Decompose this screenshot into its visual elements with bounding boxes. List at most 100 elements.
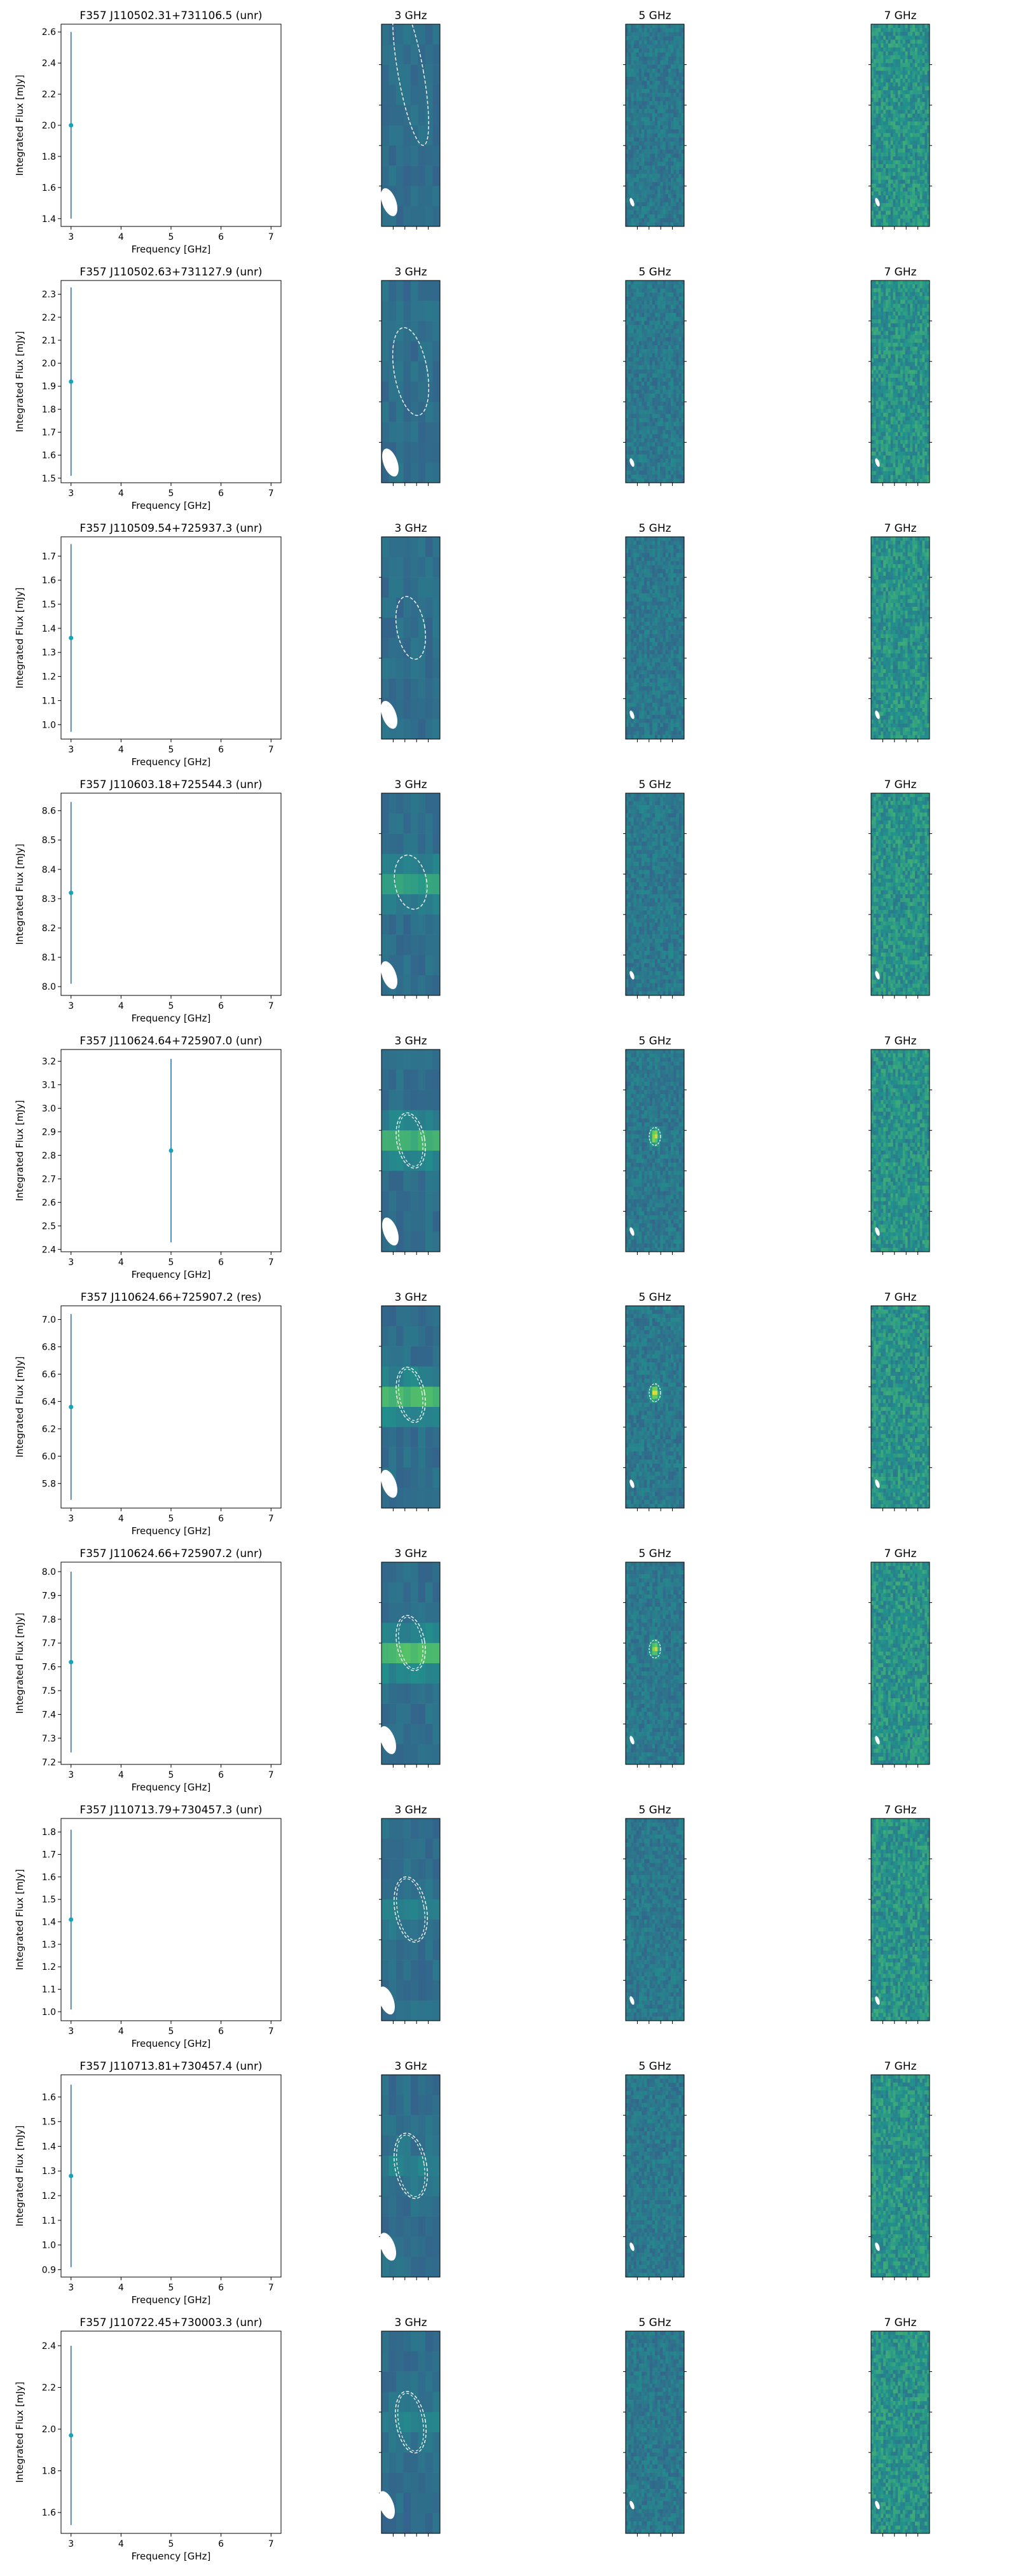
pixel (878, 172, 881, 176)
pixel (895, 447, 898, 452)
pixel (655, 153, 658, 158)
pixel (676, 218, 679, 223)
pixel (660, 446, 663, 451)
pixel (907, 121, 910, 126)
pixel (665, 385, 669, 391)
pixel (898, 459, 901, 464)
pixel (917, 382, 920, 386)
pixel (642, 186, 645, 191)
pixel (411, 442, 418, 463)
pixel (652, 85, 656, 90)
pixel (673, 117, 676, 121)
pixel (927, 405, 930, 410)
pixel (649, 100, 653, 106)
pixel (655, 214, 658, 219)
pixel (871, 424, 874, 429)
pixel (919, 90, 923, 95)
pixel (917, 144, 920, 149)
pixel (919, 338, 923, 343)
pixel (647, 462, 650, 467)
chart-title: F357 J110502.63+731127.9 (unr) (79, 266, 262, 279)
pixel (893, 144, 896, 149)
pixel (905, 222, 908, 227)
pixel (883, 28, 886, 32)
pixel (876, 362, 879, 366)
pixel (644, 206, 647, 211)
pixel (881, 412, 884, 417)
pixel (907, 424, 910, 429)
pixel (907, 319, 910, 324)
pixel (915, 86, 918, 91)
pixel (673, 174, 676, 178)
pixel (652, 214, 656, 219)
pixel (919, 389, 923, 394)
pixel (628, 109, 631, 114)
pixel (655, 76, 658, 81)
pixel (671, 466, 674, 471)
pixel (924, 474, 928, 480)
pixel (912, 452, 916, 456)
pixel (873, 382, 876, 386)
pixel (652, 478, 656, 483)
pixel (660, 121, 663, 126)
pixel (642, 64, 645, 69)
pixel (638, 52, 642, 57)
pixel (922, 417, 925, 421)
pixel (919, 144, 923, 149)
pixel (403, 280, 411, 301)
pixel (647, 324, 650, 329)
pixel (905, 412, 908, 417)
pixel (663, 52, 666, 57)
pixel (644, 422, 647, 427)
pixel (898, 144, 901, 149)
pixel (663, 186, 666, 191)
pixel (396, 206, 404, 227)
pixel (912, 148, 916, 153)
pixel (678, 113, 682, 118)
pixel (881, 179, 884, 184)
pixel (649, 117, 653, 121)
pixel (673, 137, 676, 142)
pixel (873, 362, 876, 366)
pixel (900, 106, 903, 110)
pixel (876, 440, 879, 445)
pixel (644, 153, 647, 158)
pixel (917, 199, 920, 204)
pixel (647, 284, 650, 289)
pixel (902, 335, 905, 340)
pixel (919, 71, 923, 75)
pixel (638, 300, 642, 305)
pixel (924, 183, 928, 188)
pixel (876, 141, 879, 145)
pixel (881, 90, 884, 95)
pixel (649, 369, 653, 374)
pixel (657, 206, 661, 211)
pixel (642, 137, 645, 142)
pixel (649, 129, 653, 134)
pixel (881, 311, 884, 316)
pixel (890, 148, 893, 153)
pixel (919, 109, 923, 114)
pixel (922, 424, 925, 429)
pixel (881, 436, 884, 441)
pixel (890, 331, 893, 335)
image-frame (381, 24, 441, 227)
pixel (673, 76, 676, 81)
pixel (893, 432, 896, 436)
pixel (655, 210, 658, 215)
pixel (883, 452, 886, 456)
pixel (649, 413, 653, 419)
pixel (912, 284, 916, 289)
pixel (638, 401, 642, 406)
pixel (871, 408, 874, 413)
pixel (924, 436, 928, 441)
x-tick-label: 3 (68, 232, 74, 242)
pixel (927, 121, 930, 126)
pixel (638, 133, 642, 138)
pixel (638, 177, 642, 183)
pixel (633, 280, 637, 285)
pixel (642, 76, 645, 81)
pixel (912, 144, 916, 149)
pixel (900, 164, 903, 169)
pixel (912, 121, 916, 126)
